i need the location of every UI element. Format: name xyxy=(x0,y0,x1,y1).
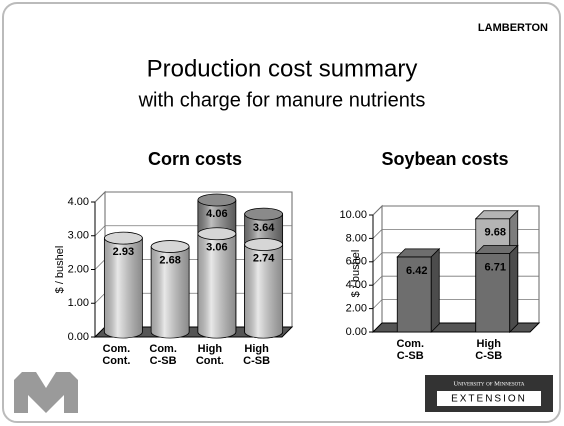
cylinder-top xyxy=(150,240,190,253)
value-label: 4.06 xyxy=(206,208,227,220)
y-tick-label: 6.00 xyxy=(346,256,367,268)
cylinder-top xyxy=(244,207,284,221)
y-tick-label: 1.00 xyxy=(68,297,89,309)
y-tick-label: 0.00 xyxy=(68,331,89,343)
box-front xyxy=(475,253,511,333)
site-label: LAMBERTON xyxy=(478,22,548,34)
chart-title: Corn costs xyxy=(148,149,242,169)
y-tick-label: 4.00 xyxy=(68,196,89,208)
value-label: 2.68 xyxy=(159,254,180,266)
value-label: 3.06 xyxy=(206,242,227,254)
cylinder-top xyxy=(197,227,237,241)
box-side-shade xyxy=(509,245,518,332)
x-tick-label: C-SB xyxy=(150,355,177,367)
x-tick-label: Cont. xyxy=(102,355,130,367)
x-tick-label: High xyxy=(244,343,269,355)
y-tick-label: 8.00 xyxy=(346,232,367,244)
x-tick-label: Com. xyxy=(149,343,177,355)
x-tick-label: High xyxy=(477,338,502,350)
value-label: 2.74 xyxy=(253,252,275,264)
cylinder-shade xyxy=(104,238,143,338)
x-tick-label: High xyxy=(198,343,223,355)
x-tick-label: C-SB xyxy=(475,350,502,362)
logo-unit: EXTENSION xyxy=(451,394,527,405)
y-tick-label: 2.00 xyxy=(68,263,89,275)
cylinder-shade xyxy=(244,244,283,338)
y-tick-label: 4.00 xyxy=(346,279,367,291)
logo-box xyxy=(437,391,541,406)
grid-line xyxy=(372,205,539,216)
box-side xyxy=(509,244,519,333)
bar xyxy=(197,227,237,339)
cylinder-shade xyxy=(151,246,190,338)
cylinder-top xyxy=(197,193,237,207)
bar xyxy=(244,238,284,339)
grid-line xyxy=(94,191,292,203)
box-side xyxy=(430,247,440,333)
value-label: 6.42 xyxy=(406,265,427,277)
x-tick-label: C-SB xyxy=(397,350,424,362)
cylinder-shade xyxy=(197,233,236,338)
bar xyxy=(150,240,190,339)
slide-subtitle: with charge for manure nutrients xyxy=(138,89,426,111)
value-label: 2.93 xyxy=(113,246,134,258)
value-label: 3.64 xyxy=(253,222,275,234)
y-tick-label: 2.00 xyxy=(346,303,367,315)
value-label: 6.71 xyxy=(485,261,506,273)
university-logo-m xyxy=(14,372,78,413)
cylinder-top xyxy=(244,238,284,251)
y-axis-label: $ / bushel xyxy=(54,246,66,294)
x-tick-label: Cont. xyxy=(196,355,224,367)
charts: Corn costs $ / bushel 0.00 1.00 2.00 3.00 4.00… xyxy=(54,149,541,367)
bar xyxy=(396,247,441,333)
x-tick-label: C-SB xyxy=(243,355,270,367)
y-axis-label: $ / bushel xyxy=(350,250,362,298)
cylinder-top xyxy=(103,231,143,245)
slide-title: Production cost summary xyxy=(147,55,418,82)
y-tick-label: 10.00 xyxy=(339,209,367,221)
y-tick-label: 3.00 xyxy=(68,230,89,242)
box-side-shade xyxy=(431,248,440,332)
bar xyxy=(103,231,143,339)
y-tick-label: 0.00 xyxy=(346,326,367,338)
bar xyxy=(474,244,519,333)
x-tick-label: Com. xyxy=(397,338,425,350)
chart-title: Soybean costs xyxy=(381,149,508,169)
side-wall xyxy=(372,204,383,334)
x-tick-label: Com. xyxy=(103,343,131,355)
value-label: 9.68 xyxy=(485,227,506,239)
logo-university: University of Minnesota xyxy=(453,380,524,387)
